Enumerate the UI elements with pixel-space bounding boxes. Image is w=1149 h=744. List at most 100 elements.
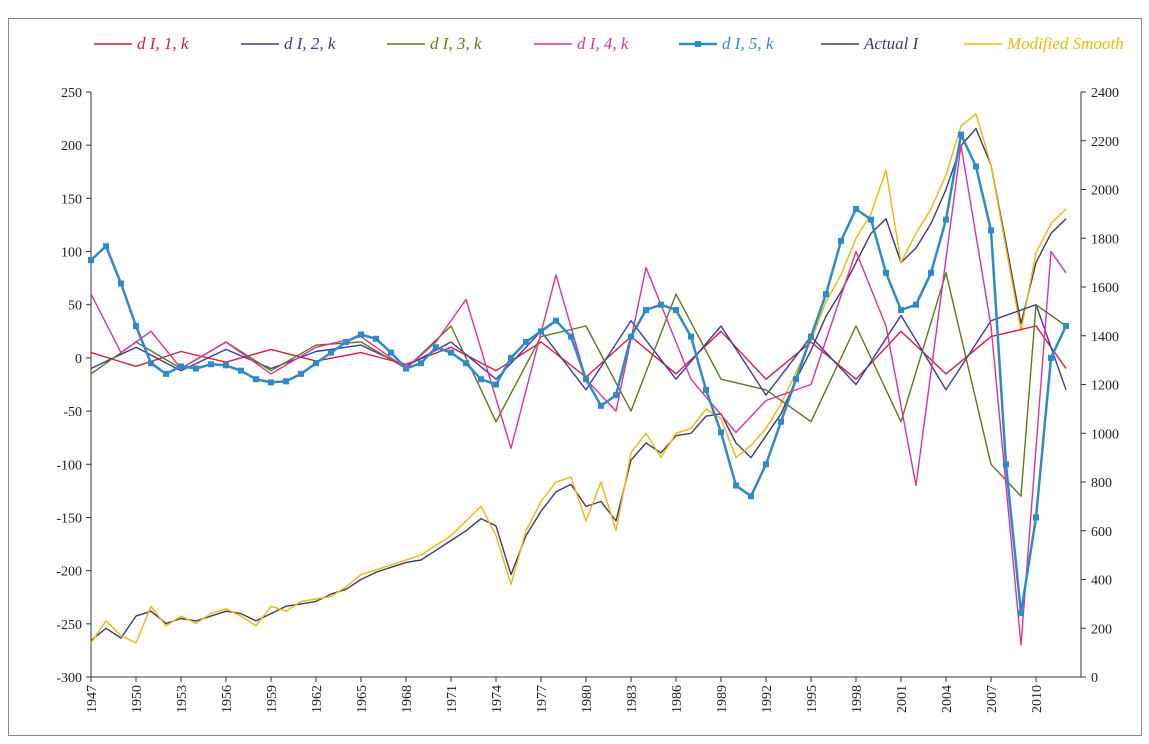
right-tick-label: 600 bbox=[1091, 525, 1112, 540]
x-tick-label: 1977 bbox=[535, 685, 550, 713]
x-tick-label: 1959 bbox=[265, 685, 280, 713]
series-point-4 bbox=[298, 370, 304, 377]
series-point-4 bbox=[823, 291, 829, 298]
series-point-4 bbox=[703, 386, 709, 393]
axes: 250 200 150 100 50 0 -50 -100 -150 -200 -250 -300 24… bbox=[56, 86, 1119, 713]
series-point-4 bbox=[733, 482, 739, 489]
x-tick-label: 1965 bbox=[355, 685, 370, 713]
series-point-4 bbox=[508, 354, 514, 361]
series-point-4 bbox=[808, 333, 814, 340]
x-tick-label: 2007 bbox=[985, 685, 1000, 713]
series-point-4 bbox=[748, 493, 754, 500]
series-layer bbox=[88, 113, 1069, 646]
series-point-4 bbox=[658, 301, 664, 308]
series-point-4 bbox=[883, 269, 889, 276]
series-point-4 bbox=[193, 365, 199, 372]
left-tick-label: -50 bbox=[63, 405, 82, 420]
x-tick-label: 1986 bbox=[670, 685, 685, 713]
right-tick-label: 400 bbox=[1091, 574, 1112, 589]
right-tick-label: 1800 bbox=[1091, 232, 1119, 247]
series-point-4 bbox=[913, 301, 919, 308]
series-point-4 bbox=[1003, 461, 1009, 468]
legend-label: Modified Smooth bbox=[1006, 34, 1124, 53]
series-point-4 bbox=[853, 206, 859, 212]
legend-label: d I, 4, k bbox=[577, 34, 629, 53]
series-point-4 bbox=[868, 216, 874, 223]
series-point-4 bbox=[643, 307, 649, 314]
right-tick-label: 2400 bbox=[1091, 86, 1119, 101]
chart-svg: d I, 1, k d I, 2, k d I, 3, k d I, 4, k d I,… bbox=[56, 34, 1124, 713]
series-point-4 bbox=[343, 338, 349, 345]
series-point-4 bbox=[898, 307, 904, 314]
series-point-4 bbox=[403, 365, 409, 372]
series-point-4 bbox=[388, 349, 394, 356]
series-point-4 bbox=[523, 338, 529, 345]
series-point-4 bbox=[778, 418, 784, 425]
x-tick-label: 1962 bbox=[310, 685, 325, 713]
left-tick-label: -100 bbox=[56, 458, 82, 473]
right-tick-label: 2000 bbox=[1091, 184, 1119, 199]
series-point-4 bbox=[613, 392, 619, 399]
right-tick-label: 1600 bbox=[1091, 281, 1119, 296]
series-point-4 bbox=[718, 429, 724, 436]
top-strip bbox=[0, 0, 1149, 16]
series-point-4 bbox=[973, 163, 979, 170]
right-tick-label: 1200 bbox=[1091, 379, 1119, 394]
series-point-4 bbox=[433, 344, 439, 351]
series-line-4 bbox=[90, 133, 1068, 615]
series-point-4 bbox=[793, 376, 799, 383]
right-tick-label: 0 bbox=[1091, 671, 1098, 686]
series-point-4 bbox=[1018, 610, 1024, 617]
x-tick-label: 1974 bbox=[490, 685, 505, 713]
left-tick-label: -150 bbox=[56, 511, 82, 526]
right-tick-label: 1000 bbox=[1091, 427, 1119, 442]
series-point-4 bbox=[553, 317, 559, 324]
series-point-4 bbox=[958, 131, 964, 138]
legend-label: d I, 2, k bbox=[284, 34, 336, 53]
series-point-4 bbox=[448, 349, 454, 356]
x-tick-label: 1971 bbox=[445, 685, 460, 713]
x-tick-label: 2004 bbox=[940, 685, 955, 713]
x-tick-label: 1998 bbox=[850, 685, 865, 713]
x-tick-label: 1995 bbox=[805, 685, 820, 713]
right-tick-label: 1400 bbox=[1091, 330, 1119, 345]
series-point-4 bbox=[1033, 514, 1039, 521]
x-tick-label: 1980 bbox=[580, 685, 595, 713]
series-point-4 bbox=[238, 367, 244, 374]
series-line-6 bbox=[90, 113, 1067, 644]
series-line-1 bbox=[90, 304, 1067, 396]
series-point-4 bbox=[583, 376, 589, 383]
series-point-4 bbox=[568, 333, 574, 340]
series-line-5 bbox=[90, 127, 1067, 641]
series-point-4 bbox=[478, 376, 484, 383]
x-tick-label: 1983 bbox=[625, 685, 640, 713]
series-point-4 bbox=[838, 237, 844, 244]
left-tick-label: 150 bbox=[61, 192, 82, 207]
left-tick-label: 0 bbox=[75, 352, 82, 367]
legend-marker bbox=[695, 41, 701, 47]
legend: d I, 1, k d I, 2, k d I, 3, k d I, 4, k d I,… bbox=[94, 34, 1124, 53]
legend-label: d I, 3, k bbox=[430, 34, 482, 53]
series-point-4 bbox=[373, 335, 379, 342]
series-point-4 bbox=[268, 379, 274, 386]
series-point-4 bbox=[178, 363, 184, 370]
legend-label: Actual I bbox=[863, 34, 920, 53]
series-point-4 bbox=[988, 227, 994, 234]
series-point-4 bbox=[628, 333, 634, 340]
series-point-4 bbox=[463, 360, 469, 367]
series-point-4 bbox=[148, 360, 154, 367]
series-point-4 bbox=[943, 216, 949, 223]
series-point-4 bbox=[133, 323, 139, 329]
legend-label: d I, 5, k bbox=[722, 34, 774, 53]
legend-label: d I, 1, k bbox=[137, 34, 189, 53]
x-tick-label: 1947 bbox=[85, 685, 100, 713]
left-tick-label: 250 bbox=[61, 86, 82, 101]
left-tick-label: -200 bbox=[56, 565, 82, 580]
series-point-4 bbox=[1048, 354, 1054, 361]
x-tick-label: 1968 bbox=[400, 685, 415, 713]
series-point-4 bbox=[163, 370, 169, 377]
series-point-4 bbox=[538, 328, 544, 335]
right-tick-label: 800 bbox=[1091, 476, 1112, 491]
left-tick-label: 50 bbox=[68, 299, 82, 314]
x-tick-label: 1989 bbox=[715, 685, 730, 713]
